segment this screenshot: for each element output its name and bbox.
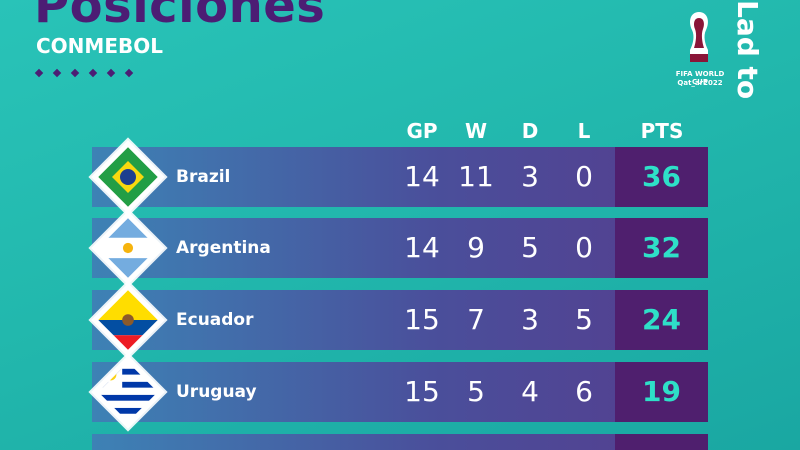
stat-l: 0 — [575, 231, 593, 264]
dot-icon — [34, 68, 44, 78]
decorative-dots — [34, 68, 134, 78]
logo-caption-year: Qat_ar2022 — [677, 79, 723, 87]
team-name: Uruguay — [176, 382, 257, 402]
logo-caption: FIFA WORLD CUP — [675, 70, 725, 86]
team-name: Brazil — [176, 167, 231, 187]
ecuador-flag-icon — [91, 283, 165, 357]
stat-w: 9 — [467, 231, 485, 264]
stat-d: 5 — [521, 231, 539, 264]
page-title: Posiciones — [34, 0, 326, 34]
stat-gp: 15 — [404, 375, 440, 408]
dot-icon — [52, 68, 62, 78]
team-name: Argentina — [176, 238, 271, 258]
table-row: Brazil 14 11 3 0 36 — [91, 140, 708, 214]
stat-pts: 32 — [615, 218, 708, 278]
stat-gp: 15 — [404, 303, 440, 336]
column-header-d: D — [521, 119, 539, 143]
dot-icon — [88, 68, 98, 78]
stat-w: 7 — [467, 303, 485, 336]
stat-w: 5 — [467, 375, 485, 408]
argentina-flag-icon — [91, 211, 165, 285]
table-row: Ecuador 15 7 3 5 24 — [91, 283, 708, 357]
pts-cell-partial — [615, 434, 708, 450]
column-header-l: L — [577, 119, 591, 143]
column-header-w: W — [464, 119, 488, 143]
stat-pts: 19 — [615, 362, 708, 422]
table-row: Uruguay 15 5 4 6 19 — [91, 355, 708, 429]
stat-gp: 14 — [404, 231, 440, 264]
world-cup-logo: FIFA WORLD CUP Qat_ar2022 — [668, 10, 732, 90]
trophy-icon — [690, 12, 708, 62]
stat-pts: 24 — [615, 290, 708, 350]
table-row-partial — [92, 434, 708, 450]
dot-icon — [106, 68, 116, 78]
page-subtitle: CONMEBOL — [36, 34, 163, 58]
team-name: Ecuador — [176, 310, 254, 330]
stat-pts: 36 — [615, 147, 708, 207]
table-row: Argentina 14 9 5 0 32 — [91, 211, 708, 285]
table-header: GP W D L PTS — [0, 119, 800, 143]
brazil-flag-icon — [91, 140, 165, 214]
stat-gp: 14 — [404, 160, 440, 193]
stat-l: 6 — [575, 375, 593, 408]
stat-l: 0 — [575, 160, 593, 193]
column-header-pts: PTS — [640, 119, 684, 143]
column-header-gp: GP — [406, 119, 438, 143]
stat-w: 11 — [458, 160, 494, 193]
stat-d: 3 — [521, 160, 539, 193]
stat-d: 3 — [521, 303, 539, 336]
stat-l: 5 — [575, 303, 593, 336]
dot-icon — [124, 68, 134, 78]
side-vertical-text: Lad to — [731, 0, 764, 100]
dot-icon — [70, 68, 80, 78]
stat-d: 4 — [521, 375, 539, 408]
uruguay-flag-icon — [91, 355, 165, 429]
